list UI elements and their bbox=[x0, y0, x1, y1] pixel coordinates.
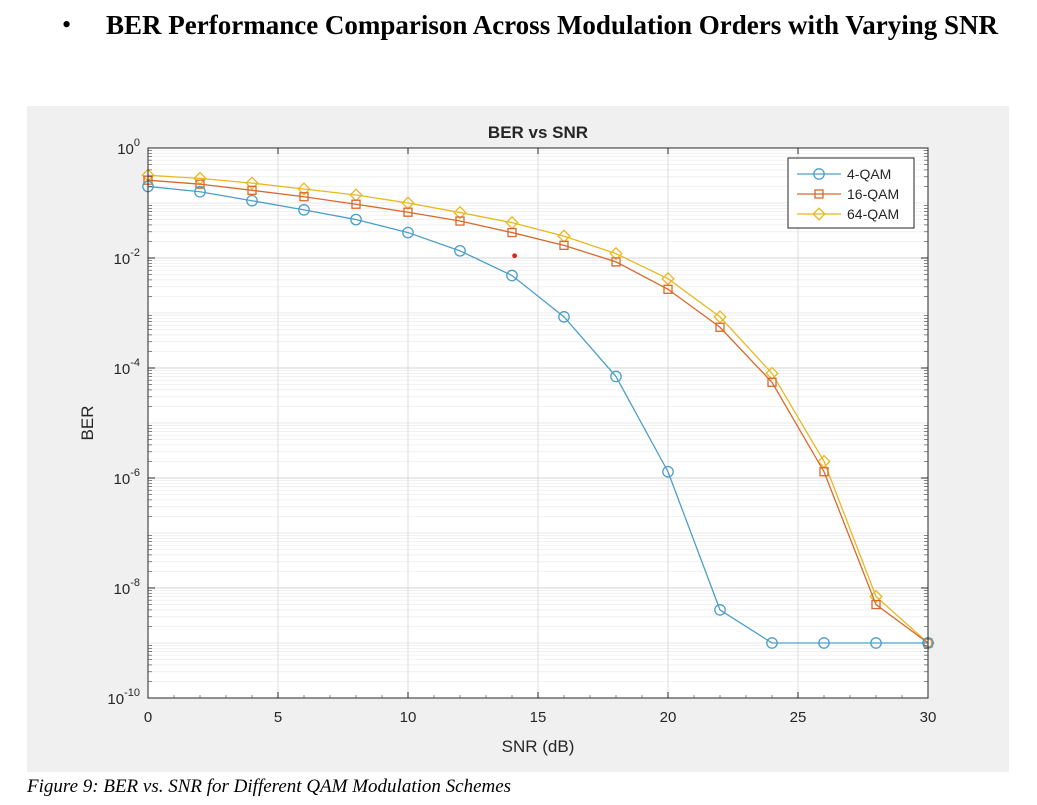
data-point-4-qam bbox=[402, 226, 414, 239]
data-point-4-qam bbox=[870, 637, 882, 649]
chart-title: BER vs SNR bbox=[488, 123, 588, 142]
data-point-4-qam bbox=[454, 244, 466, 257]
data-point-64-qam bbox=[245, 176, 259, 190]
section-heading-text: BER Performance Comparison Across Modula… bbox=[106, 10, 999, 40]
data-point-16-qam bbox=[299, 192, 309, 202]
data-point-4-qam bbox=[610, 370, 622, 383]
x-tick-label: 0 bbox=[144, 709, 152, 726]
series-line-64-qam bbox=[147, 174, 929, 644]
data-point-64-qam bbox=[609, 246, 623, 261]
y-tick-label: 10-8 bbox=[114, 577, 140, 598]
data-point-4-qam bbox=[766, 637, 778, 649]
x-axis-label: SNR (dB) bbox=[502, 737, 575, 756]
data-point-4-qam bbox=[558, 311, 570, 323]
legend-label-64-qam: 64-QAM bbox=[847, 206, 899, 222]
figure-caption: Figure 9: BER vs. SNR for Different QAM … bbox=[27, 776, 512, 797]
data-point-16-qam bbox=[767, 377, 777, 387]
axis-layer: 0 5 10 15 20 25 30 100 10-2 10-4 10-6 10-8 10-10 bbox=[107, 137, 936, 726]
y-axis-label: BER bbox=[78, 406, 97, 441]
x-tick-label: 10 bbox=[400, 709, 417, 726]
data-point-64-qam bbox=[661, 272, 675, 286]
legend-label-4-qam: 4-QAM bbox=[847, 166, 891, 182]
x-tick-label: 30 bbox=[920, 709, 937, 726]
ber-chart: 0 5 10 15 20 25 30 100 10-2 10-4 10-6 10-8 10-10 BER… bbox=[78, 123, 936, 756]
series-line-16-qam bbox=[147, 179, 929, 644]
series-line-4-qam bbox=[147, 185, 928, 644]
data-point-4-qam bbox=[298, 204, 310, 216]
y-tick-label: 100 bbox=[117, 137, 140, 158]
legend-marker-64-qam bbox=[812, 207, 826, 221]
data-point-16-qam bbox=[403, 207, 413, 217]
x-tick-label: 15 bbox=[530, 709, 547, 726]
data-point-16-qam bbox=[819, 467, 829, 477]
data-point-16-qam bbox=[871, 599, 881, 610]
y-tick-label: 10-10 bbox=[107, 687, 140, 708]
data-point-16-qam bbox=[195, 179, 205, 189]
data-point-4-qam bbox=[818, 637, 830, 649]
x-tick-label: 25 bbox=[790, 709, 807, 726]
data-point-16-qam bbox=[247, 185, 257, 195]
data-point-4-qam bbox=[714, 604, 726, 616]
data-point-4-qam bbox=[246, 194, 258, 207]
y-tick-label: 10-6 bbox=[114, 467, 140, 488]
data-point-16-qam bbox=[559, 240, 569, 250]
section-heading: • BER Performance Comparison Across Modu… bbox=[62, 8, 1022, 42]
legend-box bbox=[787, 157, 915, 229]
data-point-16-qam bbox=[351, 199, 361, 209]
data-point-16-qam bbox=[611, 257, 621, 267]
legend-marker-4-qam bbox=[813, 168, 825, 180]
legend: 4-QAM 16-QAM 64-QAM bbox=[787, 157, 915, 229]
x-tick-label: 5 bbox=[274, 709, 282, 726]
data-point-16-qam bbox=[455, 216, 465, 226]
legend-marker-16-qam bbox=[814, 189, 824, 199]
figure-panel: 0 5 10 15 20 25 30 100 10-2 10-4 10-6 10-8 10-10 BER… bbox=[27, 106, 1009, 772]
legend-label-16-qam: 16-QAM bbox=[847, 186, 899, 202]
data-point-4-qam bbox=[350, 213, 362, 226]
x-tick-label: 20 bbox=[660, 709, 677, 726]
data-point-16-qam bbox=[663, 284, 673, 294]
series-16-qam bbox=[143, 175, 933, 648]
y-tick-label: 10-2 bbox=[114, 247, 140, 268]
data-point-16-qam bbox=[507, 227, 517, 238]
y-tick-label: 10-4 bbox=[114, 357, 140, 378]
data-point-64-qam bbox=[765, 366, 779, 381]
data-point-16-qam bbox=[715, 322, 725, 332]
data-point-64-qam bbox=[297, 182, 311, 196]
annotation-point bbox=[512, 253, 517, 259]
data-point-4-qam bbox=[194, 185, 206, 198]
series-layer bbox=[141, 168, 935, 650]
data-point-4-qam bbox=[662, 465, 674, 478]
data-point-64-qam bbox=[453, 205, 467, 220]
bullet-icon: • bbox=[62, 10, 72, 39]
data-point-4-qam bbox=[506, 269, 518, 282]
